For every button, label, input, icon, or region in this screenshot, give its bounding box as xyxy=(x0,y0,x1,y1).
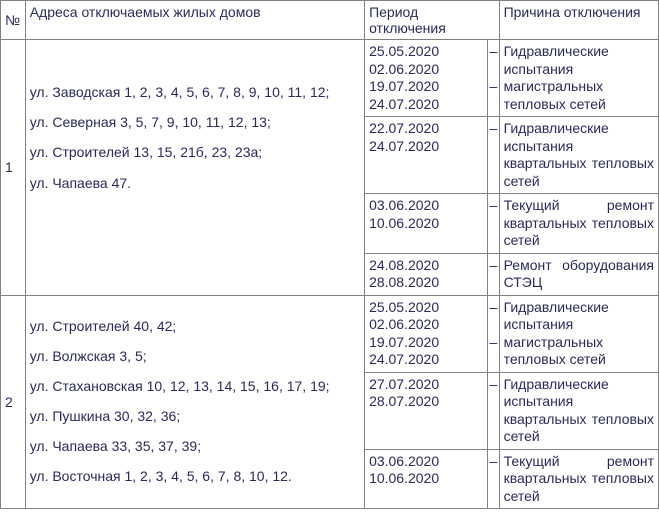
addresses-cell: ул. Заводская 1, 2, 3, 4, 5, 6, 7, 8, 9,… xyxy=(25,40,364,296)
header-period: Период отключения xyxy=(365,1,500,40)
reason-cell: Гидравлические испытания квартальных теп… xyxy=(499,117,658,194)
address-line: ул. Восточная 1, 2, 3, 4, 5, 6, 7, 8, 10… xyxy=(30,467,360,485)
dash-cell: – xyxy=(488,253,499,295)
header-num: № xyxy=(1,1,26,40)
addresses-cell: ул. Строителей 40, 42; ул. Волжская 3, 5… xyxy=(25,295,364,509)
period-cell: 03.06.2020 10.06.2020 xyxy=(365,449,488,509)
dash-cell: – xyxy=(488,372,499,449)
table-row: 2 ул. Строителей 40, 42; ул. Волжская 3,… xyxy=(1,295,659,372)
reason-cell: Гидравлические испытания квартальных теп… xyxy=(499,372,658,449)
header-addresses: Адреса отключаемых жилых домов xyxy=(25,1,364,40)
table-row: 1 ул. Заводская 1, 2, 3, 4, 5, 6, 7, 8, … xyxy=(1,40,659,117)
dash-cell: – xyxy=(488,449,499,509)
outage-table: № Адреса отключаемых жилых домов Период … xyxy=(0,0,659,509)
period-cell: 24.08.2020 28.08.2020 xyxy=(365,253,488,295)
address-line: ул. Стахановская 10, 12, 13, 14, 15, 16,… xyxy=(30,377,360,395)
dash-cell: – xyxy=(488,117,499,194)
reason-cell: Текущий ремонт квартальных тепловых сете… xyxy=(499,194,658,254)
reason-cell: Ремонт оборудования СТЭЦ xyxy=(499,253,658,295)
address-line: ул. Северная 3, 5, 7, 9, 10, 11, 12, 13; xyxy=(30,113,360,131)
dash-cell: – – xyxy=(488,295,499,372)
address-line: ул. Пушкина 30, 32, 36; xyxy=(30,407,360,425)
row-num: 2 xyxy=(1,295,26,509)
period-cell: 22.07.2020 24.07.2020 xyxy=(365,117,488,194)
address-line: ул. Чапаева 47. xyxy=(30,174,360,192)
reason-cell: Гидравлические испытания магистральных т… xyxy=(499,40,658,117)
address-line: ул. Заводская 1, 2, 3, 4, 5, 6, 7, 8, 9,… xyxy=(30,83,360,101)
address-line: ул. Чапаева 33, 35, 37, 39; xyxy=(30,437,360,455)
period-cell: 03.06.2020 10.06.2020 xyxy=(365,194,488,254)
row-num: 1 xyxy=(1,40,26,296)
period-cell: 27.07.2020 28.07.2020 xyxy=(365,372,488,449)
header-reason: Причина отключения xyxy=(499,1,658,40)
period-cell: 25.05.2020 02.06.2020 19.07.2020 24.07.2… xyxy=(365,295,488,372)
address-line: ул. Волжская 3, 5; xyxy=(30,347,360,365)
reason-cell: Текущий ремонт квартальных тепловых сете… xyxy=(499,449,658,509)
address-line: ул. Строителей 13, 15, 21б, 23, 23а; xyxy=(30,143,360,161)
header-row: № Адреса отключаемых жилых домов Период … xyxy=(1,1,659,40)
dash-cell: – xyxy=(488,194,499,254)
address-line: ул. Строителей 40, 42; xyxy=(30,317,360,335)
dash-cell: – – xyxy=(488,40,499,117)
reason-cell: Гидравлические испытания магистральных т… xyxy=(499,295,658,372)
period-cell: 25.05.2020 02.06.2020 19.07.2020 24.07.2… xyxy=(365,40,488,117)
